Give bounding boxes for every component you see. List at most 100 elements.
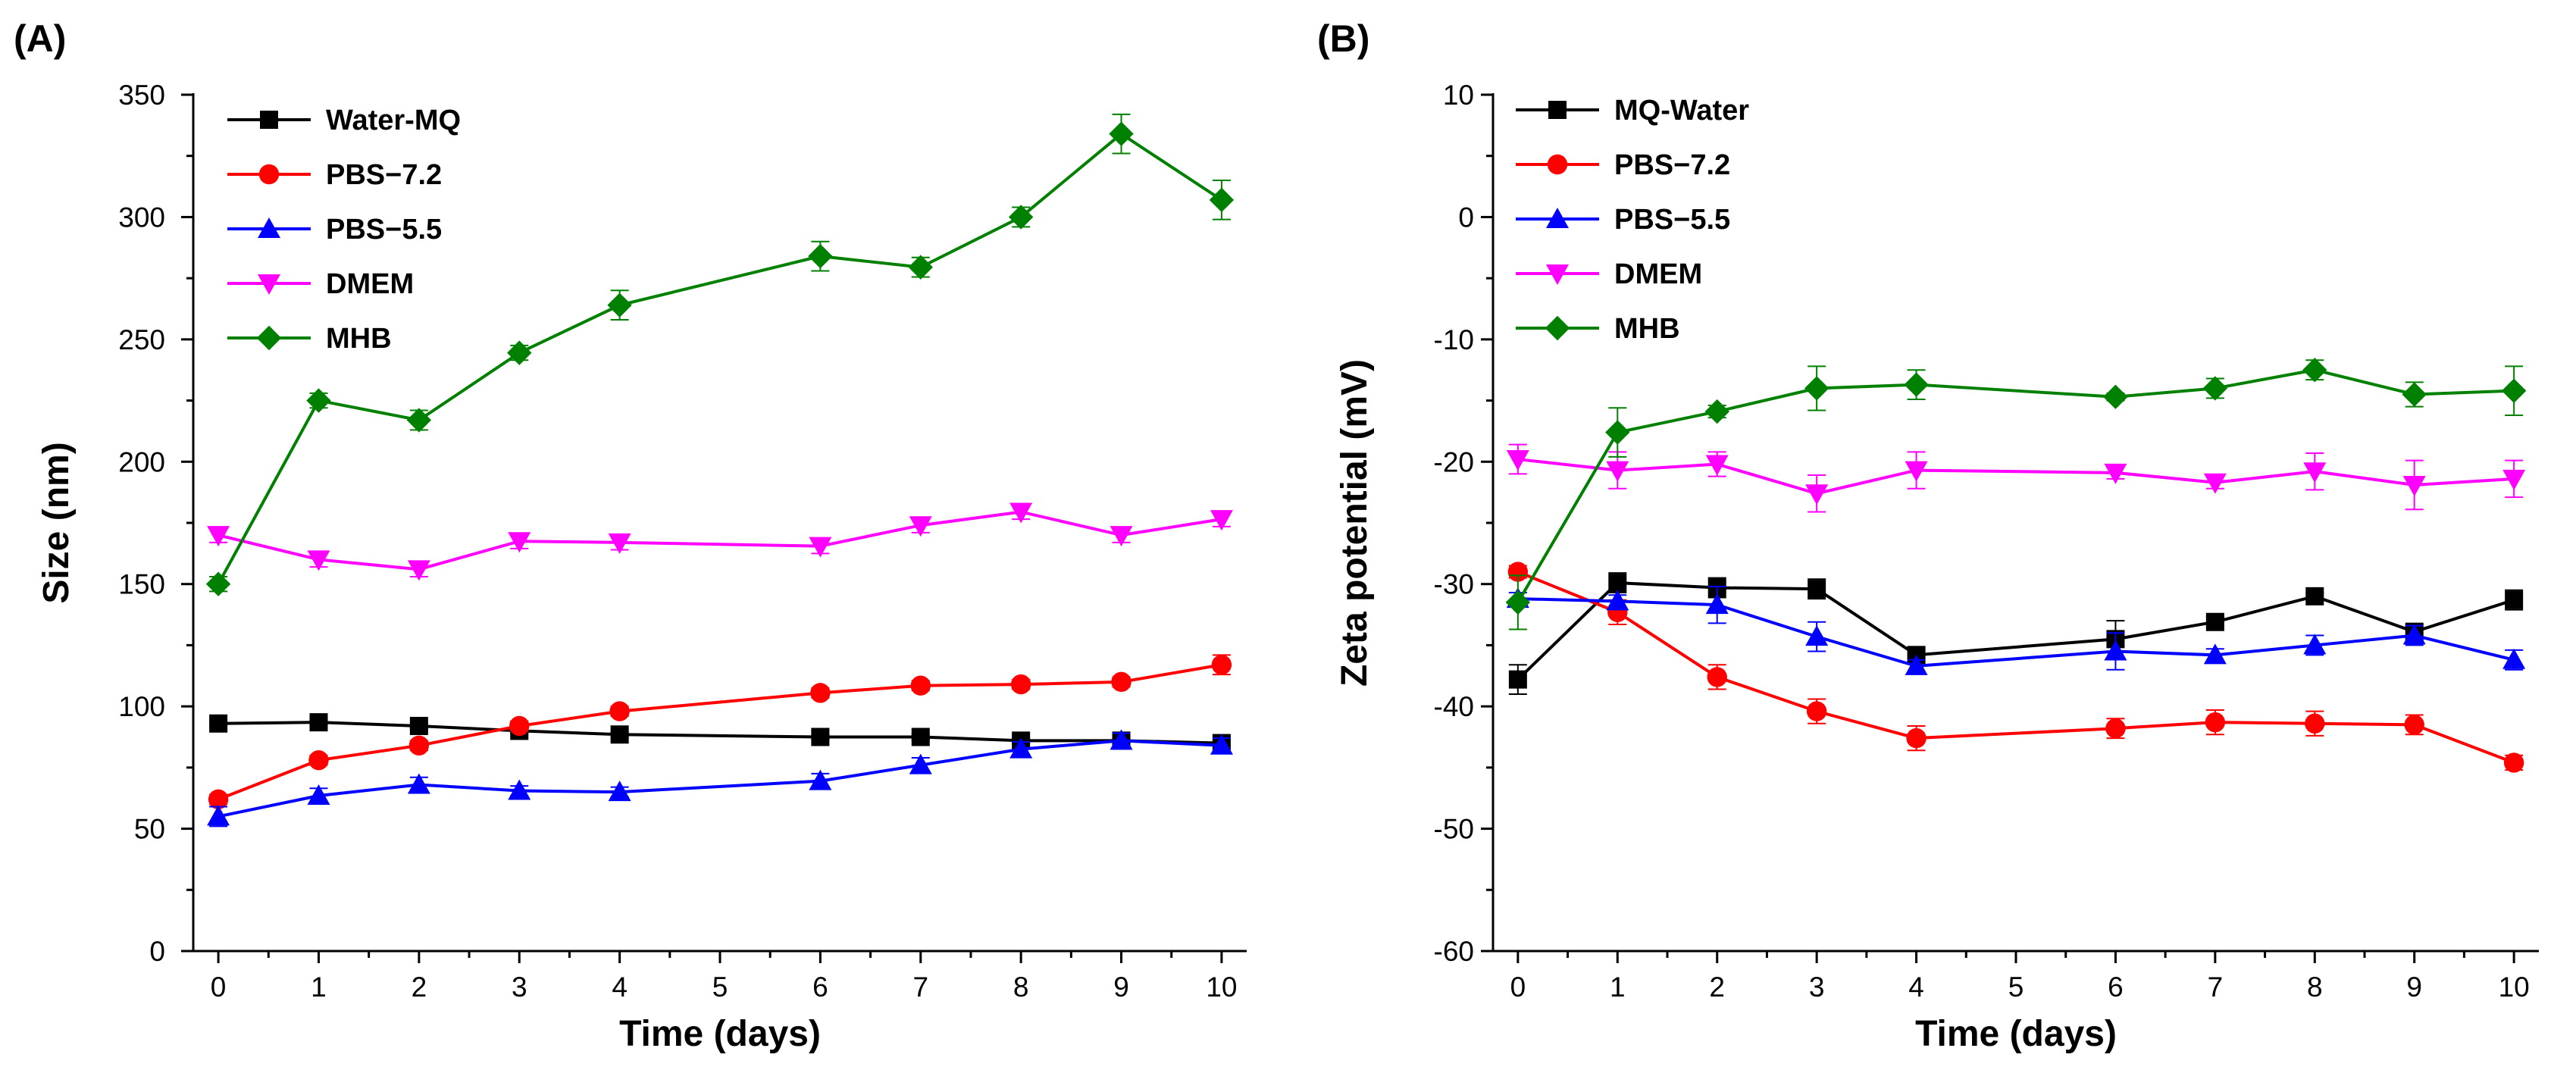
data-point xyxy=(406,408,432,433)
x-tick-label: 7 xyxy=(912,972,928,1003)
y-tick-label: 200 xyxy=(118,446,165,477)
x-tick-label: 1 xyxy=(1610,972,1626,1003)
data-point xyxy=(306,388,331,413)
x-tick-label: 0 xyxy=(1510,972,1526,1003)
legend-entry: MHB xyxy=(1516,313,1680,345)
data-point xyxy=(1110,526,1133,547)
panel-label: (A) xyxy=(14,17,66,60)
data-point xyxy=(2501,378,2527,403)
data-point xyxy=(1109,121,1134,146)
series-pbs-5-5 xyxy=(207,729,1233,828)
data-point xyxy=(208,789,229,810)
data-point xyxy=(1508,670,1527,689)
legend-label: MQ-Water xyxy=(1614,95,1749,127)
x-tick-label: 4 xyxy=(1908,972,1924,1003)
panel-label: (B) xyxy=(1317,17,1369,60)
data-point xyxy=(1804,376,1829,401)
legend-marker xyxy=(258,217,280,238)
data-point xyxy=(1704,399,1729,424)
y-tick-label: 350 xyxy=(118,80,165,111)
data-point xyxy=(307,550,330,571)
data-point xyxy=(209,714,228,733)
data-point xyxy=(2104,640,2127,661)
legend-marker xyxy=(260,111,278,129)
legend-entry: PBS−7.2 xyxy=(227,159,442,191)
series-dmem xyxy=(207,502,1233,581)
y-tick-label: -10 xyxy=(1434,324,1474,355)
legend-marker xyxy=(258,274,280,295)
data-point xyxy=(1505,590,1531,615)
y-tick-label: 10 xyxy=(1443,80,1474,111)
x-tick-label: 0 xyxy=(211,972,227,1003)
series-line xyxy=(218,663,1222,801)
data-point xyxy=(2104,463,2127,484)
data-point xyxy=(307,784,330,805)
data-point xyxy=(1211,655,1232,675)
x-tick-label: 6 xyxy=(2108,972,2124,1003)
data-point xyxy=(207,805,230,826)
panel-a: (A) 0 50 100 150 200 250 300 350 0 1 2 3 4 5 6 7 8 9 10 Time… xyxy=(14,17,1247,1054)
data-point xyxy=(1008,205,1034,230)
series-line xyxy=(217,132,1223,585)
x-tick-label: 10 xyxy=(2499,972,2530,1003)
data-point xyxy=(2402,624,2426,645)
y-tick-label: -30 xyxy=(1434,569,1474,600)
data-point xyxy=(1110,729,1133,750)
data-point xyxy=(607,293,632,318)
data-point xyxy=(1111,671,1131,693)
legend-marker xyxy=(1546,264,1569,285)
data-point xyxy=(309,713,328,732)
data-point xyxy=(2402,382,2427,407)
data-point xyxy=(407,773,430,794)
x-axis-title: Time (days) xyxy=(619,1014,821,1054)
series-water-mq xyxy=(209,713,1231,753)
x-tick-label: 10 xyxy=(1206,972,1237,1003)
y-tick-label: 100 xyxy=(118,691,165,722)
data-point xyxy=(1808,580,1826,599)
series-line xyxy=(1516,581,2515,681)
data-point xyxy=(2303,634,2327,655)
data-point xyxy=(508,779,531,800)
series-mhb xyxy=(1505,358,2527,630)
data-point xyxy=(508,532,531,553)
series-line xyxy=(1517,597,2515,668)
legend-entry: PBS−5.5 xyxy=(227,214,442,246)
series-line xyxy=(218,721,1222,745)
data-point xyxy=(205,571,231,596)
y-tick-label: -40 xyxy=(1434,691,1474,722)
x-tick-label: 2 xyxy=(1709,972,1725,1003)
data-point xyxy=(809,769,832,790)
x-tick-label: 1 xyxy=(311,972,327,1003)
data-point xyxy=(2305,713,2325,734)
data-point xyxy=(2503,753,2524,773)
y-tick-label: 300 xyxy=(118,202,165,233)
x-tick-label: 7 xyxy=(2208,972,2224,1003)
data-point xyxy=(2404,715,2424,735)
series-line xyxy=(1517,458,2515,496)
x-tick-label: 9 xyxy=(2406,972,2422,1003)
data-point xyxy=(308,749,329,771)
series-line xyxy=(1516,368,2515,603)
x-tick-label: 6 xyxy=(812,972,828,1003)
data-point xyxy=(2103,384,2128,409)
y-tick-label: -60 xyxy=(1434,936,1474,967)
x-tick-label: 3 xyxy=(1809,972,1825,1003)
data-point xyxy=(1805,484,1829,505)
legend-label: Water-MQ xyxy=(326,105,461,136)
x-tick-label: 5 xyxy=(2008,972,2024,1003)
legend-label: MHB xyxy=(1614,313,1680,345)
data-point xyxy=(810,683,831,703)
data-point xyxy=(2302,358,2327,383)
data-point xyxy=(1904,372,1929,397)
y-tick-label: -20 xyxy=(1434,446,1474,477)
data-point xyxy=(1705,455,1729,476)
data-point xyxy=(2505,590,2524,609)
data-point xyxy=(507,340,532,365)
data-point xyxy=(909,753,932,774)
data-point xyxy=(1009,737,1033,759)
data-point xyxy=(1806,701,1827,721)
data-point xyxy=(1210,510,1233,531)
data-point xyxy=(1606,590,1629,611)
x-tick-label: 3 xyxy=(512,972,527,1003)
